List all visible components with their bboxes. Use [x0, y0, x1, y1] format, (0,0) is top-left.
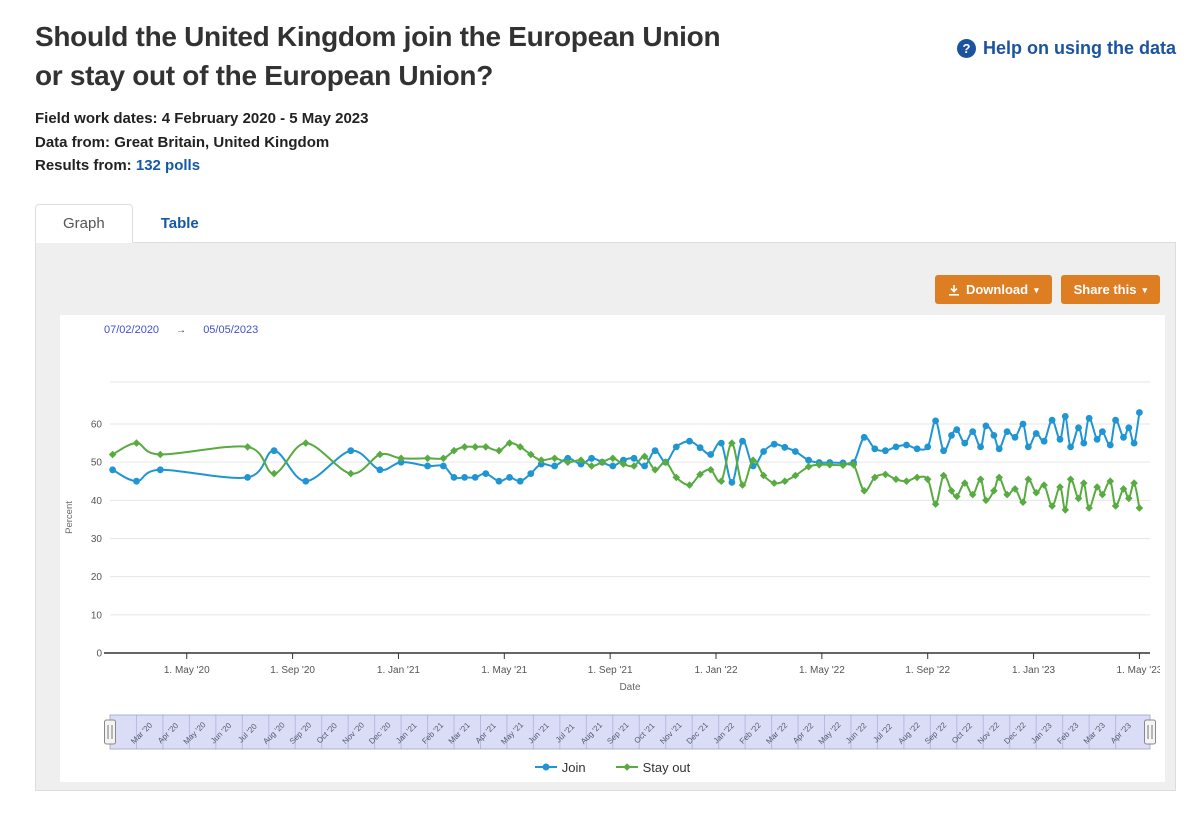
field-work-dates-label: Field work dates:: [35, 110, 158, 128]
svg-text:Date: Date: [619, 682, 641, 693]
tab-bar: Graph Table: [35, 203, 1176, 243]
navigator-left-handle[interactable]: [104, 719, 116, 745]
range-to-date[interactable]: 05/05/2023: [203, 324, 259, 336]
caret-down-icon: ▾: [1142, 285, 1147, 295]
polls-count-link[interactable]: 132 polls: [135, 156, 201, 174]
results-from-label: Results from:: [35, 156, 132, 174]
data-from-label: Data from:: [35, 133, 111, 151]
svg-text:1. May '20: 1. May '20: [164, 665, 210, 676]
legend-label: Join: [561, 759, 586, 775]
chart-toolbar: Download ▾ Share this ▾: [36, 243, 1175, 315]
question-meta: Field work dates: 4 February 2020 - 5 Ma…: [35, 107, 1176, 177]
chart-area: 07/02/2020 → 05/05/2023 0 10 20 30 40 50 60 1. …: [60, 315, 1165, 782]
diamond-marker-icon: [615, 763, 638, 771]
download-label: Download: [965, 282, 1029, 297]
circle-marker-icon: [534, 763, 557, 771]
join-series-markers: [109, 409, 1143, 486]
svg-text:Percent: Percent: [64, 501, 75, 534]
caret-down-icon: ▾: [1034, 285, 1039, 295]
svg-text:1. Jan '21: 1. Jan '21: [377, 665, 420, 676]
help-link-label: Help on using the data: [982, 38, 1176, 58]
tab-graph[interactable]: Graph: [35, 204, 133, 243]
data-from-value: Great Britain, United Kingdom: [114, 133, 330, 151]
question-circle-icon: ?: [956, 39, 976, 58]
svg-text:20: 20: [91, 572, 103, 583]
svg-text:1. Sep '20: 1. Sep '20: [270, 665, 315, 676]
page-title-line1: Should the United Kingdom join the Europ…: [35, 21, 721, 52]
help-link[interactable]: ? Help on using the data: [956, 38, 1176, 59]
download-button[interactable]: Download ▾: [934, 275, 1052, 304]
svg-text:1. May '21: 1. May '21: [481, 665, 527, 676]
page-title: Should the United Kingdom join the Europ…: [35, 18, 855, 95]
date-range-inputs: 07/02/2020 → 05/05/2023: [60, 315, 1165, 342]
tab-table[interactable]: Table: [160, 215, 199, 232]
svg-text:60: 60: [91, 419, 103, 430]
share-this-button[interactable]: Share this ▾: [1060, 275, 1160, 304]
field-work-dates-value: 4 February 2020 - 5 May 2023: [161, 110, 369, 128]
svg-text:1. May '23: 1. May '23: [1117, 665, 1160, 676]
legend-item-join[interactable]: Join: [534, 759, 586, 775]
svg-text:1. Jan '22: 1. Jan '22: [694, 665, 737, 676]
svg-text:30: 30: [91, 534, 103, 545]
field-work-dates: Field work dates: 4 February 2020 - 5 Ma…: [35, 107, 1176, 130]
navigator[interactable]: Mar '20 Apr '20 May '20 Jun '20 Jul '20 Aug '…: [60, 694, 1165, 752]
chart-panel: Download ▾ Share this ▾ 07/02/2020 → 05/…: [35, 243, 1176, 791]
navigator-right-handle[interactable]: [1144, 719, 1156, 745]
results-from: Results from: 132 polls: [35, 154, 1176, 177]
svg-text:10: 10: [91, 610, 103, 621]
chart-legend: Join Stay out: [60, 752, 1165, 782]
svg-text:1. Jan '23: 1. Jan '23: [1012, 665, 1055, 676]
page-title-line2: or stay out of the European Union?: [35, 59, 494, 91]
stay-out-series-markers: [108, 439, 1144, 514]
svg-text:1. May '22: 1. May '22: [799, 665, 845, 676]
main-chart[interactable]: 0 10 20 30 40 50 60 1. May '20 1. Sep '20 1. Jan …: [60, 342, 1165, 694]
range-from-date[interactable]: 07/02/2020: [104, 324, 160, 336]
navigator-band[interactable]: [109, 714, 1151, 750]
svg-text:1. Sep '21: 1. Sep '21: [588, 665, 633, 676]
range-arrow-icon: →: [176, 325, 187, 336]
legend-item-stay-out[interactable]: Stay out: [615, 759, 691, 775]
svg-text:0: 0: [96, 649, 102, 660]
svg-text:50: 50: [91, 458, 103, 469]
page: ? Help on using the data Should the Unit…: [0, 18, 1204, 791]
share-label: Share this: [1073, 282, 1137, 297]
svg-text:40: 40: [91, 496, 103, 507]
data-from: Data from: Great Britain, United Kingdom: [35, 131, 1176, 154]
legend-label: Stay out: [642, 759, 691, 775]
svg-text:1. Sep '22: 1. Sep '22: [905, 665, 950, 676]
download-icon: [948, 284, 959, 296]
